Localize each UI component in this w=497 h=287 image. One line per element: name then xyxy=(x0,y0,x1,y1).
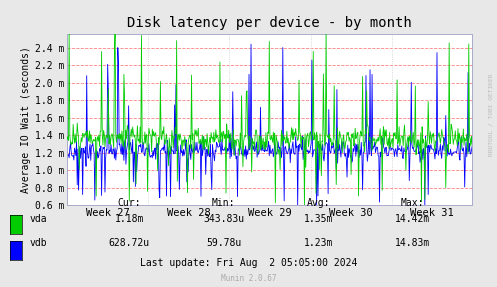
Text: Min:: Min: xyxy=(212,198,236,208)
Y-axis label: Average IO Wait (seconds): Average IO Wait (seconds) xyxy=(21,46,31,193)
Text: 343.83u: 343.83u xyxy=(203,214,244,224)
Text: 628.72u: 628.72u xyxy=(109,238,150,248)
Text: Last update: Fri Aug  2 05:05:00 2024: Last update: Fri Aug 2 05:05:00 2024 xyxy=(140,258,357,268)
Text: vda: vda xyxy=(30,214,47,224)
Text: 59.78u: 59.78u xyxy=(206,238,241,248)
Title: Disk latency per device - by month: Disk latency per device - by month xyxy=(127,16,412,30)
Text: Avg:: Avg: xyxy=(306,198,330,208)
Text: Munin 2.0.67: Munin 2.0.67 xyxy=(221,274,276,283)
Text: 1.18m: 1.18m xyxy=(114,214,144,224)
Text: 14.42m: 14.42m xyxy=(395,214,430,224)
Text: Cur:: Cur: xyxy=(117,198,141,208)
Text: 14.83m: 14.83m xyxy=(395,238,430,248)
Text: 1.23m: 1.23m xyxy=(303,238,333,248)
Text: Max:: Max: xyxy=(401,198,424,208)
Text: 1.35m: 1.35m xyxy=(303,214,333,224)
Text: vdb: vdb xyxy=(30,238,47,248)
Text: RRDTOOL / TOBI OETIKER: RRDTOOL / TOBI OETIKER xyxy=(489,73,494,156)
